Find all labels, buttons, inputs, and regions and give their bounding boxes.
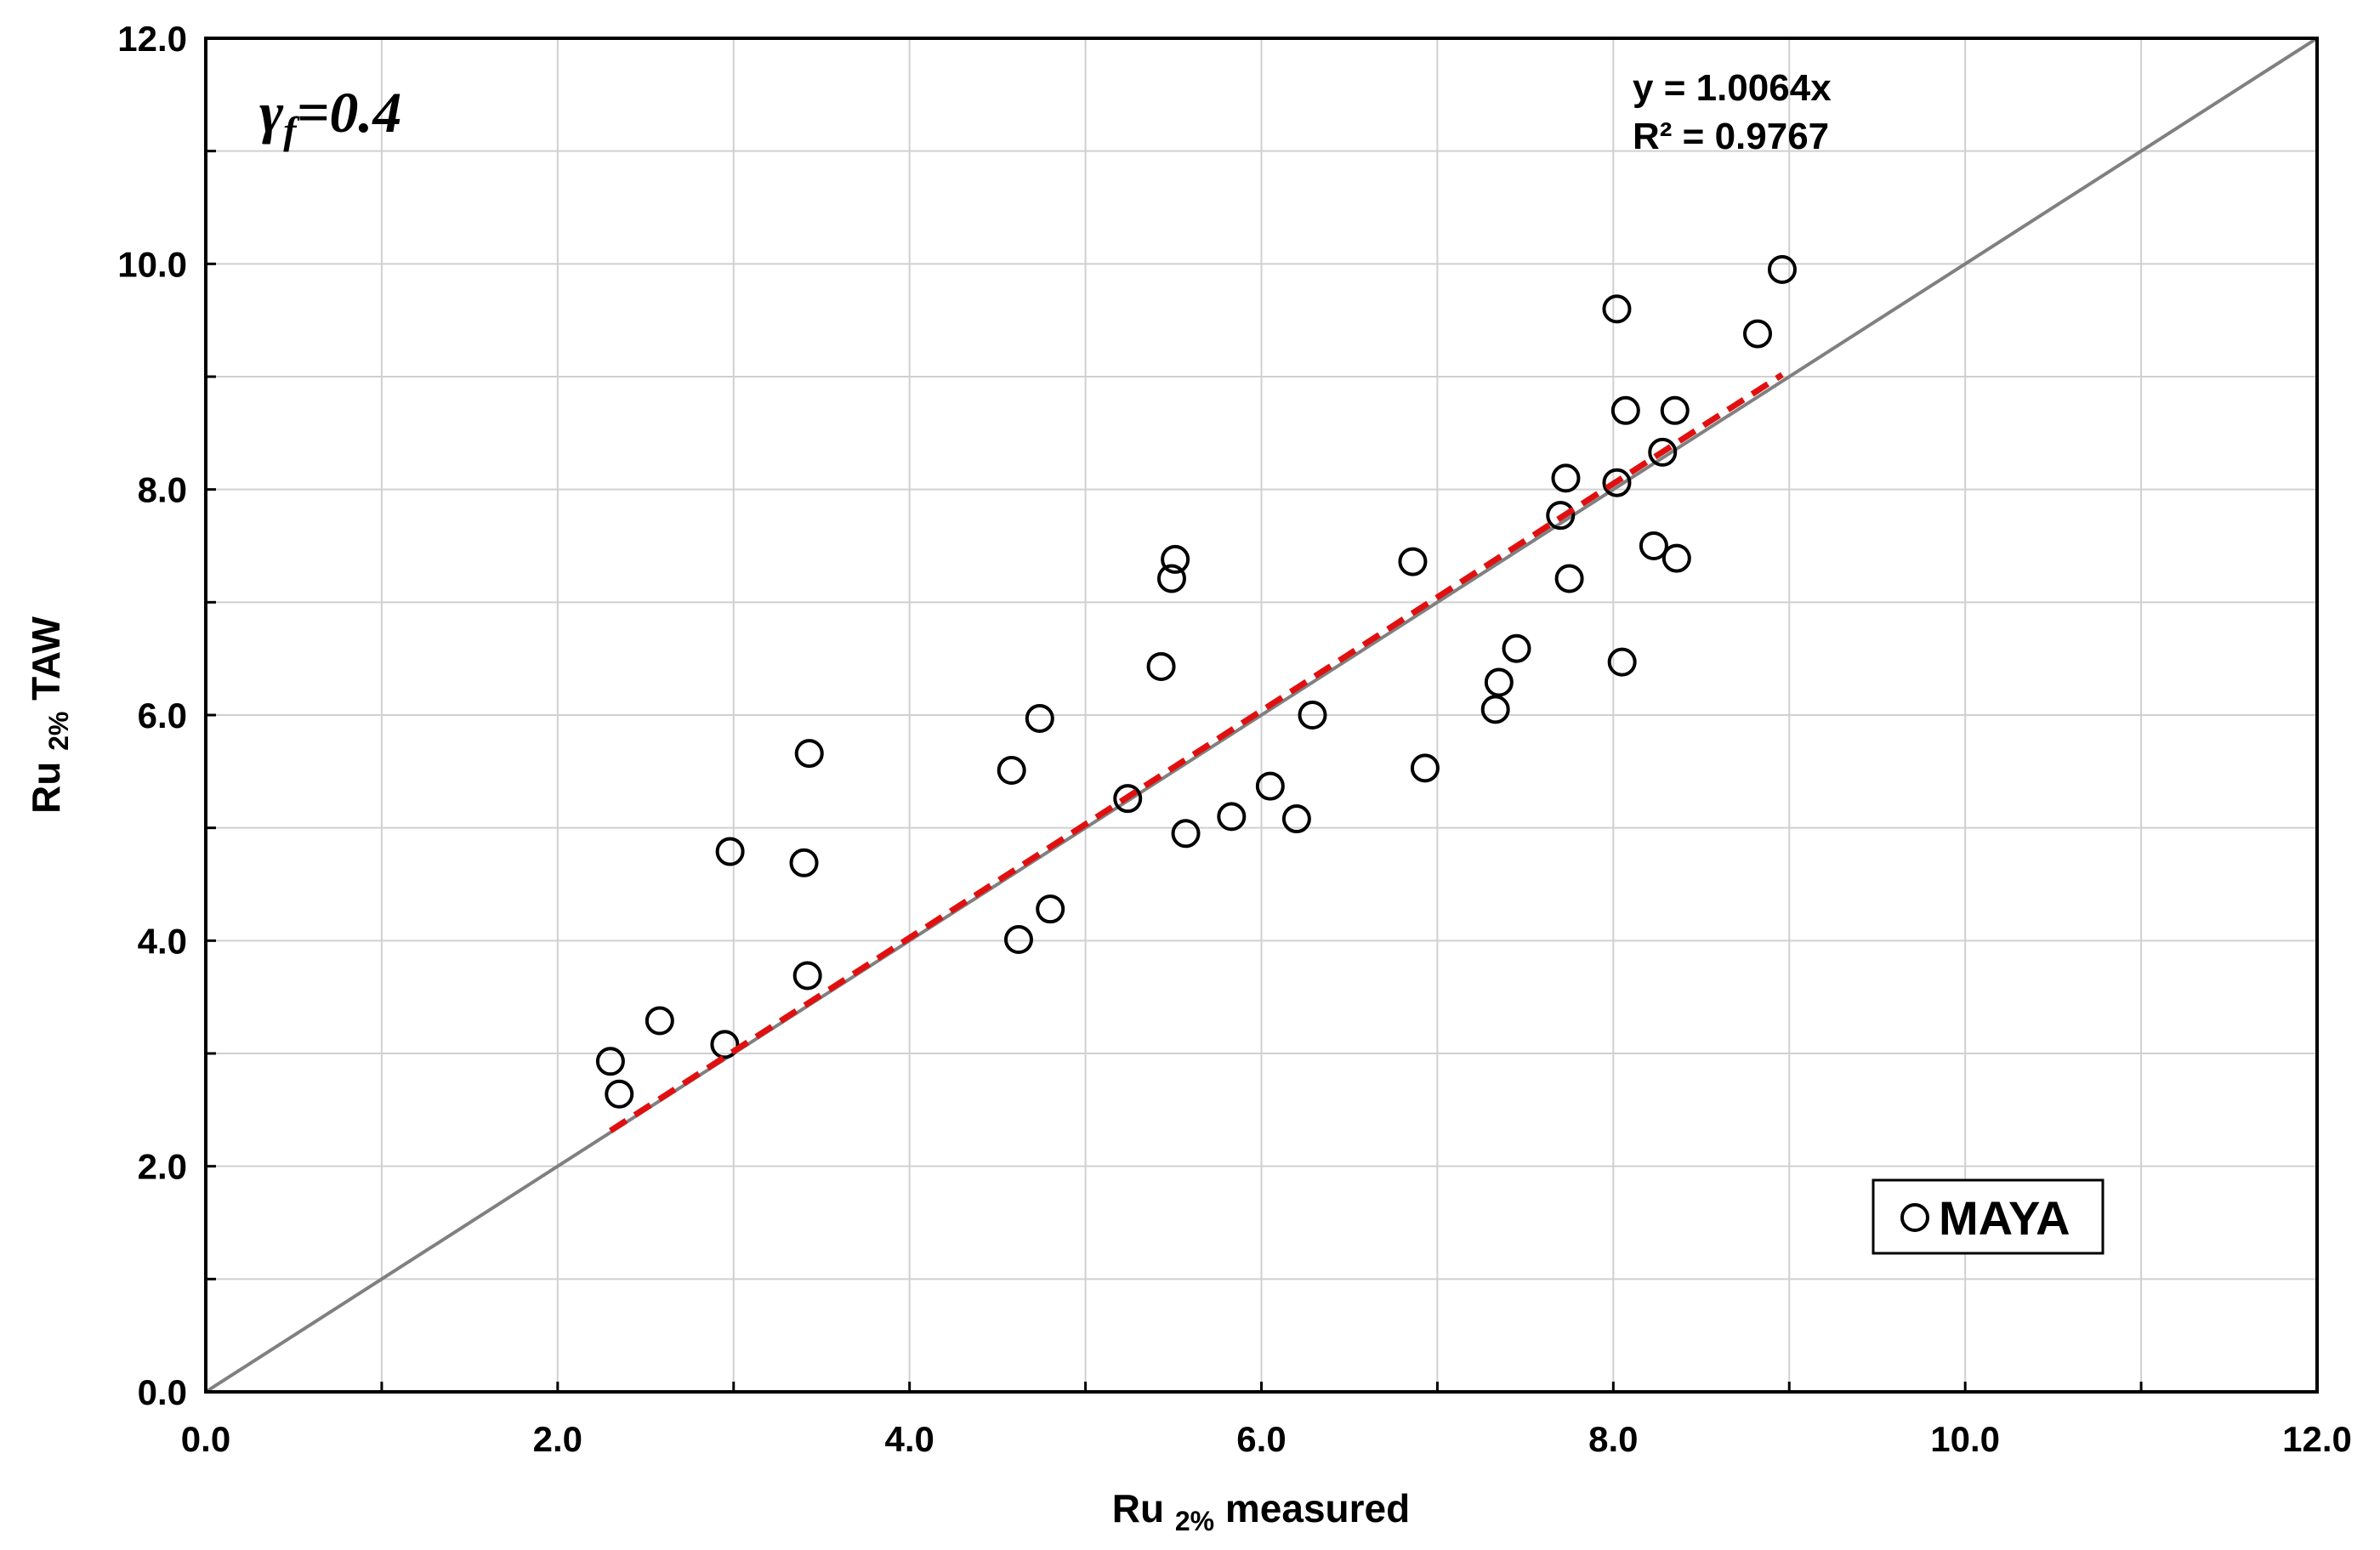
- data-point: [789, 848, 819, 877]
- data-point: [1660, 395, 1690, 425]
- reference-line: [204, 37, 2319, 1394]
- data-point: [1551, 463, 1581, 493]
- data-point: [1298, 701, 1327, 730]
- legend: MAYA: [1872, 1178, 2105, 1255]
- x-tick-label: 0.0: [181, 1419, 230, 1459]
- data-point: [1025, 703, 1054, 733]
- data-point: [1661, 543, 1691, 573]
- legend-label: MAYA: [1939, 1191, 2070, 1245]
- y-tick-label: 12.0: [117, 19, 187, 59]
- data-point: [1554, 564, 1584, 593]
- data-point: [1146, 651, 1176, 681]
- data-point: [715, 837, 745, 866]
- data-point: [595, 1047, 625, 1076]
- data-points: [595, 254, 1797, 1109]
- y-tick-label: 2.0: [138, 1147, 187, 1187]
- y-tick-label: 8.0: [138, 470, 187, 510]
- x-axis-title-sub: 2%: [1175, 1506, 1214, 1536]
- data-point: [1036, 894, 1065, 924]
- y-tick-label: 10.0: [117, 244, 187, 284]
- y-axis-title-sub: 2%: [43, 712, 74, 751]
- data-point: [1398, 547, 1428, 576]
- legend-box: [1872, 1178, 2105, 1255]
- data-point: [1743, 319, 1773, 349]
- parameter-symbol: γ: [259, 80, 284, 145]
- data-point: [1648, 437, 1678, 467]
- data-point: [1610, 395, 1640, 425]
- data-point: [1480, 695, 1510, 724]
- y-axis-title-suffix: TAW: [24, 616, 68, 700]
- data-point: [1171, 819, 1201, 849]
- y-tick-labels: 0.0 2.0 4.0 6.0 8.0 10.0 12.0: [117, 19, 187, 1412]
- data-point: [1156, 564, 1186, 593]
- x-tick-label: 2.0: [533, 1419, 582, 1459]
- data-point: [1003, 925, 1033, 955]
- data-point: [1602, 468, 1632, 497]
- trendline: [609, 372, 1784, 1133]
- trendline-equation: y = 1.0064x: [1633, 67, 1832, 109]
- data-point: [1255, 771, 1285, 801]
- x-tick-label: 10.0: [1930, 1419, 2000, 1459]
- data-point: [1502, 633, 1531, 663]
- data-point: [645, 1006, 674, 1036]
- data-point: [1281, 804, 1311, 834]
- y-tick-label: 4.0: [138, 921, 187, 961]
- parameter-label: γf=0.4: [259, 80, 401, 152]
- data-point: [794, 739, 824, 769]
- y-tick-label: 0.0: [138, 1372, 187, 1412]
- trendline-r2: R² = 0.9767: [1633, 116, 1829, 157]
- x-tick-label: 4.0: [884, 1419, 934, 1459]
- data-point: [1484, 667, 1514, 697]
- x-tick-label: 8.0: [1588, 1419, 1638, 1459]
- x-tick-label: 12.0: [2282, 1419, 2352, 1459]
- y-tick-label: 6.0: [138, 696, 187, 735]
- x-axis-title: Ru 2% measured: [1112, 1486, 1410, 1536]
- data-point: [1602, 294, 1632, 324]
- data-point: [1113, 784, 1143, 814]
- data-point: [1410, 753, 1440, 783]
- data-point: [1639, 531, 1668, 560]
- data-point: [1607, 647, 1637, 677]
- data-point: [792, 961, 822, 991]
- y-axis-title-main: Ru: [24, 762, 68, 814]
- data-point: [1217, 802, 1247, 832]
- data-point: [1161, 544, 1190, 574]
- legend-marker: [1900, 1203, 1929, 1232]
- x-axis-title-suffix: measured: [1225, 1486, 1410, 1530]
- data-point: [1767, 254, 1797, 284]
- parameter-sub: f: [283, 109, 300, 152]
- data-point: [710, 1030, 740, 1059]
- data-point: [605, 1079, 634, 1109]
- parameter-value: =0.4: [297, 80, 402, 145]
- y-axis-title: Ru 2% TAW: [24, 616, 74, 814]
- x-tick-labels: 0.0 2.0 4.0 6.0 8.0 10.0 12.0: [181, 1419, 2352, 1459]
- plot-border: [204, 37, 2319, 1394]
- x-axis-title-main: Ru: [1112, 1486, 1164, 1530]
- grid-lines: [206, 38, 2317, 1392]
- x-tick-label: 6.0: [1236, 1419, 1286, 1459]
- data-point: [997, 756, 1026, 786]
- data-point: [1546, 501, 1576, 531]
